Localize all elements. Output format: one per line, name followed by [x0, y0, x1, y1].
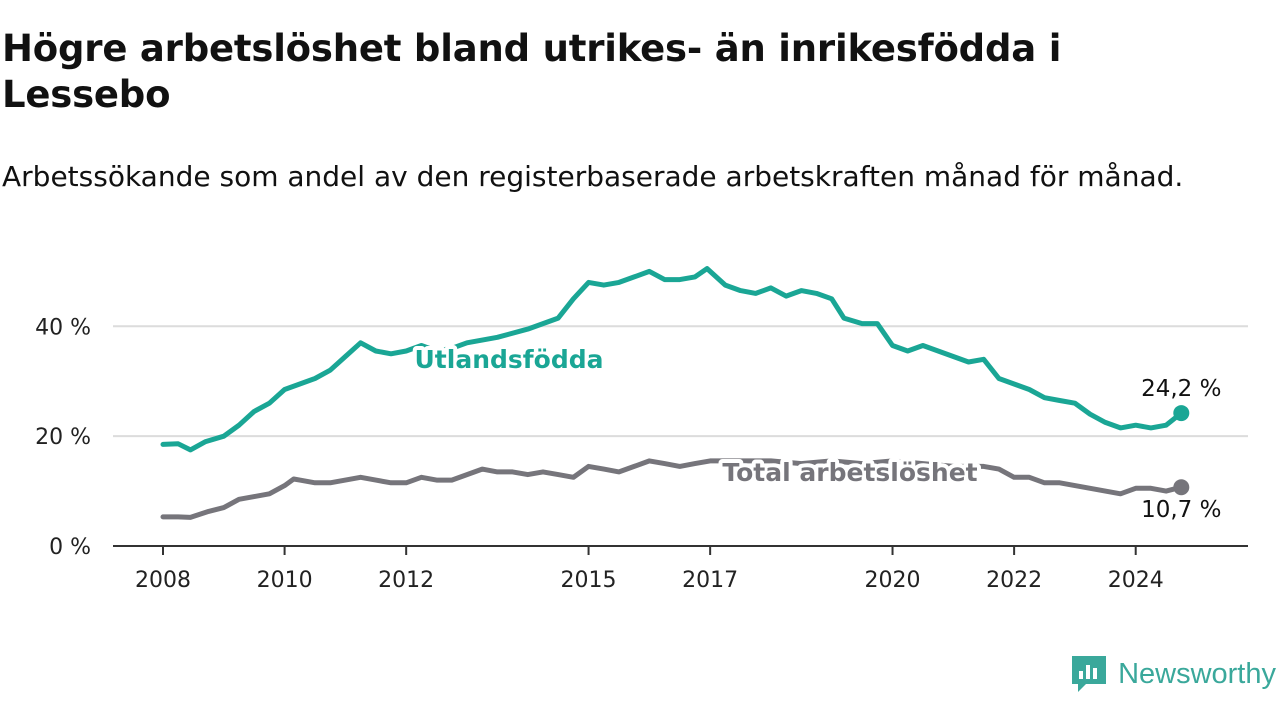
series-end-marker [1173, 405, 1190, 422]
series-layer [160, 266, 1190, 520]
x-tick-label: 2017 [682, 568, 738, 593]
end-value-label: 24,2 % [1141, 376, 1221, 402]
gridlines [113, 325, 1248, 438]
chart-subtitle: Arbetssökande som andel av den registerb… [2, 160, 1184, 193]
x-tick-label: 2010 [257, 568, 313, 593]
brand-logo: Newsworthy [1070, 654, 1276, 694]
y-tick-label: 0 % [49, 535, 91, 560]
end-value-label: 10,7 % [1141, 497, 1221, 523]
newsworthy-logo-icon [1072, 656, 1107, 692]
x-tick-label: 2020 [865, 568, 921, 593]
series-label: Total arbetslöshet [722, 458, 977, 487]
y-tick-label: 40 % [35, 315, 91, 340]
x-tick-label: 2008 [135, 568, 191, 593]
series-line [160, 266, 1184, 453]
series-label: Utlandsfödda [415, 345, 604, 374]
y-tick-label: 20 % [35, 425, 91, 450]
x-axis: 2008 2010 2012 2015 2017 2020 2022 2024 [113, 545, 1248, 593]
chart-title: Högre arbetslöshet bland utrikes- än inr… [2, 27, 1062, 116]
series-line [160, 458, 1184, 520]
x-tick-label: 2012 [378, 568, 434, 593]
label-layer: Utlandsfödda 24,2 % Total arbetslöshet 10,7… [411, 341, 1222, 523]
series-end-marker [1173, 479, 1190, 496]
x-tick-label: 2015 [561, 568, 617, 593]
x-tick-label: 2022 [986, 568, 1042, 593]
y-axis-tick-labels: 0 % 20 % 40 % [35, 315, 91, 560]
x-tick-label: 2024 [1108, 568, 1164, 593]
brand-name: Newsworthy [1118, 657, 1276, 690]
